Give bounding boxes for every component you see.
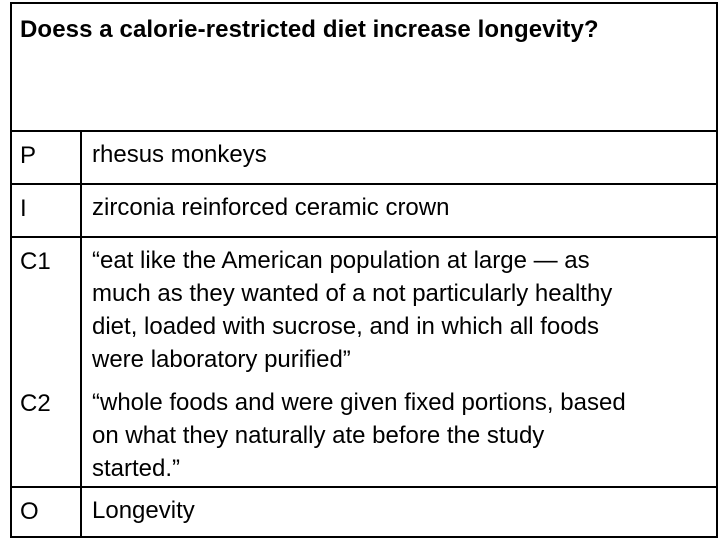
question-title: Doess a calorie-restricted diet increase… bbox=[20, 16, 599, 43]
row-value-line: diet, loaded with sucrose, and in which … bbox=[92, 313, 599, 340]
table-row-c2: C2 “whole foods and were given fixed por… bbox=[12, 376, 716, 488]
row-value-line: started.” bbox=[92, 455, 181, 482]
row-value-line: zirconia reinforced ceramic crown bbox=[92, 194, 450, 221]
row-label-c2: C2 bbox=[20, 390, 51, 417]
row-label-i: I bbox=[20, 195, 27, 222]
row-value-line: “eat like the American population at lar… bbox=[92, 247, 590, 274]
row-value-line: Longevity bbox=[92, 497, 195, 524]
row-value-p: rhesus monkeys bbox=[92, 138, 267, 171]
row-value-line: on what they naturally ate before the st… bbox=[92, 422, 545, 449]
row-value-c2: “whole foods and were given fixed portio… bbox=[92, 386, 626, 485]
row-value-line: rhesus monkeys bbox=[92, 141, 267, 168]
row-label-c1: C1 bbox=[20, 248, 51, 275]
row-label-o: O bbox=[20, 498, 39, 525]
row-value-line: were laboratory purified” bbox=[92, 346, 351, 373]
row-value-line: “whole foods and were given fixed portio… bbox=[92, 389, 626, 416]
table-row-c1: C1 “eat like the American population at … bbox=[12, 238, 716, 376]
table-row-i: I zirconia reinforced ceramic crown bbox=[12, 185, 716, 238]
question-header: Doess a calorie-restricted diet increase… bbox=[12, 4, 716, 132]
row-value-line: much as they wanted of a not particularl… bbox=[92, 280, 613, 307]
pico-table: Doess a calorie-restricted diet increase… bbox=[10, 2, 718, 538]
row-label-p: P bbox=[20, 142, 37, 169]
row-value-c1: “eat like the American population at lar… bbox=[92, 244, 612, 376]
column-divider bbox=[80, 132, 82, 536]
table-row-o: O Longevity bbox=[12, 488, 716, 536]
row-value-o: Longevity bbox=[92, 494, 195, 527]
table-row-p: P rhesus monkeys bbox=[12, 132, 716, 185]
row-value-i: zirconia reinforced ceramic crown bbox=[92, 191, 449, 224]
